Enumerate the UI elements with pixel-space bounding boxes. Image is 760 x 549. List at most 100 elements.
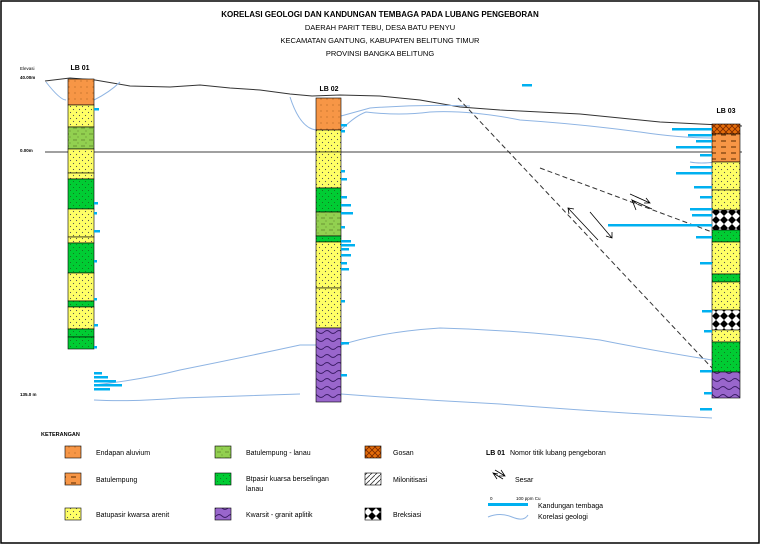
borehole-2-unit-alluvium bbox=[315, 97, 342, 131]
borehole-1-unit-interbed bbox=[67, 300, 95, 308]
correlation-clay bbox=[340, 104, 471, 117]
legend-swatch-claysilt bbox=[214, 445, 232, 459]
borehole-1-unit-claysilt bbox=[67, 126, 95, 150]
legend-swatch-alluvium bbox=[64, 445, 82, 459]
legend-borehole-id: LB 01 bbox=[486, 450, 505, 457]
borehole-2-unit-sandstone bbox=[315, 151, 342, 189]
borehole-label-lb01: LB 01 bbox=[70, 65, 89, 72]
borehole-1-unit-interbed bbox=[67, 328, 95, 338]
correlation-alluvium-lb01-right bbox=[93, 81, 121, 101]
copper-bar bbox=[94, 324, 98, 327]
legend-label-interbed-1: Btpasir kuarsa berselingan bbox=[246, 476, 329, 483]
copper-bar bbox=[94, 384, 122, 387]
copper-bar bbox=[341, 196, 347, 199]
copper-bar bbox=[341, 374, 347, 377]
borehole-1-unit-interbed bbox=[67, 242, 95, 274]
copper-bar bbox=[692, 214, 712, 217]
copper-bar bbox=[94, 230, 100, 233]
copper-bar bbox=[672, 128, 712, 131]
copper-bar bbox=[94, 212, 97, 215]
title-line-2: DAERAH PARIT TEBU, DESA BATU PENYU bbox=[305, 23, 455, 32]
borehole-2-unit-claysilt bbox=[315, 211, 342, 237]
legend-swatch-sandstone bbox=[64, 507, 82, 521]
copper-bar bbox=[341, 226, 345, 229]
borehole-3-unit-sandstone bbox=[711, 161, 741, 191]
borehole-2-unit-quartzite bbox=[315, 327, 342, 403]
legend-label-alluvium: Endapan aluvium bbox=[96, 450, 150, 457]
borehole-3-unit-breccia bbox=[711, 209, 741, 231]
copper-bar bbox=[94, 380, 116, 383]
borehole-2-unit-sandstone bbox=[315, 287, 342, 329]
copper-bar bbox=[94, 202, 98, 205]
borehole-3-unit-breccia bbox=[711, 309, 741, 331]
borehole-1-unit-sandstone bbox=[67, 306, 95, 330]
copper-bar bbox=[341, 130, 345, 133]
legend-borehole-text: Nomor titik lubang pengeboran bbox=[510, 450, 606, 457]
borehole-3-unit-quartzite bbox=[711, 371, 741, 399]
copper-bar bbox=[341, 254, 351, 257]
copper-bar bbox=[700, 370, 712, 373]
copper-bar bbox=[690, 166, 712, 169]
legend-swatch-interbed bbox=[214, 472, 232, 486]
fault-main bbox=[457, 97, 713, 369]
copper-bar bbox=[341, 248, 349, 251]
borehole-3-unit-sandstone bbox=[711, 329, 741, 343]
copper-bar bbox=[94, 260, 97, 263]
fault-branch bbox=[539, 167, 713, 233]
legend-swatch-gosan bbox=[364, 445, 382, 459]
copper-scale-bar bbox=[488, 503, 528, 506]
copper-bar bbox=[341, 178, 347, 181]
copper-bar bbox=[522, 84, 532, 87]
borehole-1-unit-sandstone bbox=[67, 148, 95, 174]
correlation-upper bbox=[289, 96, 713, 139]
legend-swatch-breccia bbox=[364, 507, 382, 521]
fault-arrow-2 bbox=[631, 198, 653, 211]
borehole-1-unit-sandstone bbox=[67, 104, 95, 128]
borehole-2-unit-interbed bbox=[315, 187, 342, 213]
correlation-lines bbox=[45, 81, 717, 419]
borehole-2-unit-sandstone bbox=[315, 129, 342, 153]
copper-bar bbox=[94, 388, 110, 391]
copper-bar bbox=[341, 240, 351, 243]
borehole-1-unit-interbed bbox=[67, 178, 95, 210]
borehole-label-lb03: LB 03 bbox=[716, 108, 735, 115]
borehole-1-unit-sandstone bbox=[67, 172, 95, 180]
copper-bar bbox=[94, 298, 97, 301]
correlation-lower bbox=[93, 327, 713, 386]
borehole-label-lb02: LB 02 bbox=[319, 86, 338, 93]
copper-bar bbox=[700, 408, 712, 411]
borehole-3-unit-sandstone bbox=[711, 281, 741, 311]
borehole-3-unit-gosan bbox=[711, 123, 741, 135]
legend-scale-zero: 0 bbox=[490, 496, 493, 501]
copper-bar bbox=[341, 244, 355, 247]
copper-bar bbox=[694, 186, 712, 189]
borehole-3-unit-interbed bbox=[711, 229, 741, 243]
borehole-1-unit-interbed bbox=[67, 336, 95, 350]
title-line-3: KECAMATAN GANTUNG, KABUPATEN BELITUNG TI… bbox=[281, 36, 480, 45]
copper-bar bbox=[702, 310, 712, 313]
copper-bar bbox=[696, 140, 712, 143]
legend-swatch-quartzite bbox=[214, 507, 232, 521]
fault-arrow-4 bbox=[589, 211, 613, 239]
legend-fault-label: Sesar bbox=[515, 477, 534, 484]
copper-bar bbox=[341, 262, 347, 265]
copper-bar bbox=[341, 124, 347, 127]
copper-bar bbox=[94, 376, 108, 379]
copper-bar bbox=[608, 224, 712, 227]
copper-bar bbox=[341, 204, 351, 207]
fault-arrow-3 bbox=[567, 207, 599, 241]
copper-bar bbox=[700, 262, 712, 265]
copper-bar bbox=[690, 208, 712, 211]
legend-correlation-label: Korelasi geologi bbox=[538, 514, 588, 521]
copper-bar bbox=[676, 172, 712, 175]
borehole-1-unit-sandstone bbox=[67, 272, 95, 302]
copper-bar bbox=[704, 392, 712, 395]
correlation-alluvium-lb01 bbox=[45, 81, 67, 101]
copper-bar bbox=[704, 330, 712, 333]
borehole-1-unit-alluvium bbox=[67, 78, 95, 106]
copper-bar bbox=[688, 134, 712, 137]
title-line-4: PROVINSI BANGKA BELITUNG bbox=[326, 49, 435, 58]
